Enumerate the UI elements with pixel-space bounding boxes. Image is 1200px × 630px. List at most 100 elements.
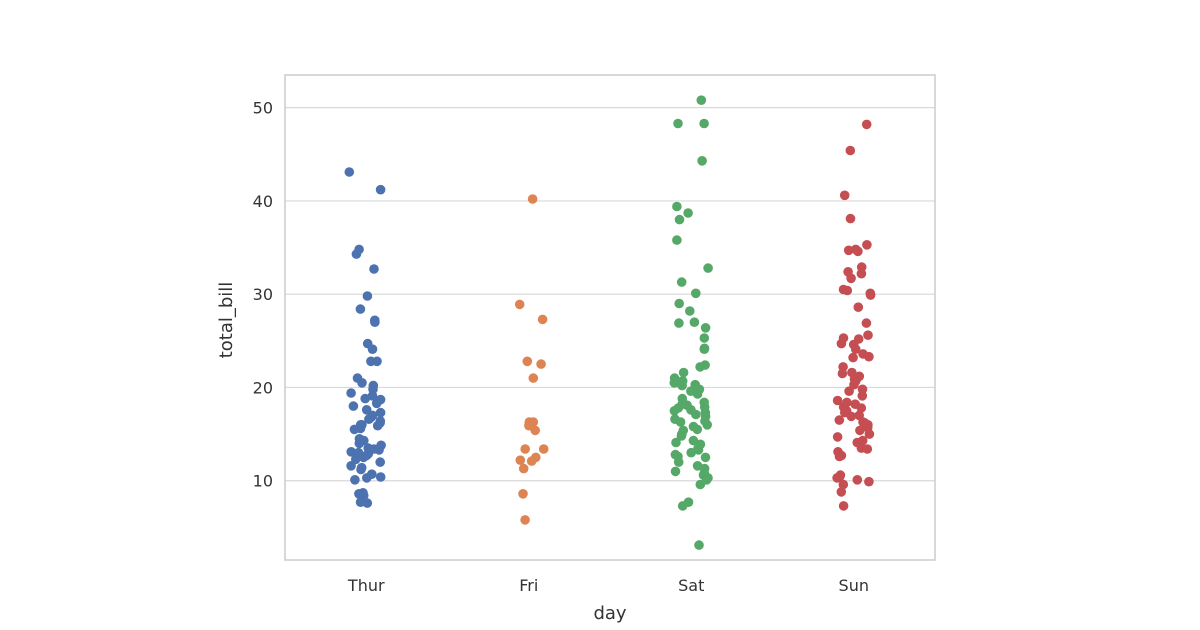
data-point-sat	[691, 409, 701, 420]
y-tick-label: 10	[253, 472, 273, 491]
data-point-thur	[350, 475, 360, 485]
data-point-fri	[518, 489, 528, 499]
data-point-sat	[671, 437, 681, 448]
x-tick-label: Thur	[347, 576, 385, 595]
y-tick-label: 50	[253, 99, 273, 118]
data-point-sat	[697, 156, 707, 166]
y-tick-label: 20	[253, 378, 273, 397]
data-point-thur	[356, 464, 366, 475]
data-point-sat	[694, 540, 704, 550]
y-tick-label: 30	[253, 285, 273, 304]
y-tick-label: 40	[253, 192, 273, 211]
data-point-sat	[673, 457, 684, 467]
data-point-fri	[515, 455, 526, 466]
data-point-sat	[685, 306, 695, 316]
data-point-sun	[849, 379, 859, 390]
data-point-sun	[864, 429, 875, 439]
data-point-sat	[691, 288, 701, 299]
data-point-sun	[838, 501, 849, 511]
data-point-thur	[357, 378, 367, 388]
data-point-sat	[670, 466, 681, 477]
data-point-sun	[856, 403, 867, 413]
data-point-sun	[836, 338, 847, 349]
data-point-fri	[530, 425, 540, 436]
data-point-thur	[372, 356, 382, 367]
data-point-sat	[674, 318, 684, 328]
y-axis-label: total_bill	[216, 282, 237, 359]
data-point-thur	[361, 405, 372, 415]
data-point-sun	[845, 213, 856, 224]
data-point-sat	[673, 118, 683, 129]
data-point-fri	[536, 359, 546, 369]
data-point-sun	[862, 444, 873, 454]
data-point-thur	[362, 498, 373, 508]
data-point-sun	[846, 273, 856, 284]
data-point-sat	[699, 118, 709, 129]
data-point-sat	[695, 479, 706, 490]
data-point-sun	[834, 415, 845, 425]
plot-background	[285, 75, 935, 560]
data-point-thur	[375, 407, 386, 418]
data-point-sun	[864, 476, 874, 487]
data-point-fri	[514, 299, 525, 310]
data-point-thur	[375, 184, 386, 195]
data-point-sat	[676, 431, 687, 441]
data-point-thur	[372, 420, 383, 431]
gridlines	[285, 107, 935, 482]
x-tick-label: Sun	[839, 576, 869, 595]
data-point-thur	[367, 344, 378, 355]
data-point-fri	[528, 373, 539, 383]
data-point-thur	[362, 291, 373, 301]
data-point-sat	[674, 214, 685, 225]
data-point-sun	[836, 487, 847, 497]
data-point-sun	[839, 190, 850, 201]
y-tick-labels: 10 20 30 40 50	[253, 99, 273, 491]
data-point-thur	[369, 264, 379, 274]
data-point-sat	[672, 235, 682, 245]
data-point-thur	[370, 317, 380, 328]
data-point-sat	[672, 201, 682, 212]
data-point-sat	[696, 95, 707, 105]
data-point-sun	[832, 432, 843, 442]
data-point-thur	[360, 393, 371, 404]
data-point-thur	[364, 414, 374, 425]
data-point-thur	[355, 304, 366, 314]
data-point-thur	[371, 398, 382, 409]
data-points	[344, 95, 876, 550]
x-axis-label: day	[593, 603, 626, 624]
data-point-thur	[346, 388, 356, 398]
data-point-sun	[853, 246, 863, 257]
data-point-sat	[703, 263, 713, 273]
data-point-sat	[702, 420, 712, 430]
data-point-fri	[538, 444, 549, 454]
data-point-sat	[675, 417, 686, 427]
data-point-sun	[861, 318, 872, 328]
data-point-thur	[358, 452, 369, 463]
data-point-sat	[674, 298, 684, 309]
data-point-sun	[857, 391, 868, 401]
plot-frame	[284, 74, 936, 561]
data-point-sun	[863, 330, 873, 341]
data-point-sat	[699, 333, 710, 343]
data-point-sun	[844, 386, 854, 397]
data-point-fri	[522, 356, 533, 367]
data-point-sat	[669, 378, 680, 388]
data-point-thur	[374, 445, 384, 455]
data-point-thur	[375, 457, 386, 467]
data-point-sat	[689, 317, 700, 328]
data-point-sun	[864, 351, 874, 362]
data-point-thur	[354, 438, 365, 449]
x-tick-label: Sat	[678, 576, 704, 595]
data-point-sat	[692, 424, 703, 435]
data-point-sat	[678, 367, 689, 378]
x-tick-label: Fri	[519, 576, 538, 595]
data-point-sat	[692, 389, 703, 399]
data-point-sat	[700, 452, 711, 463]
data-point-sat	[693, 445, 704, 455]
data-point-sun	[834, 451, 845, 462]
data-point-sun	[852, 475, 863, 485]
data-point-sun	[832, 395, 843, 406]
data-point-sun	[850, 344, 861, 355]
